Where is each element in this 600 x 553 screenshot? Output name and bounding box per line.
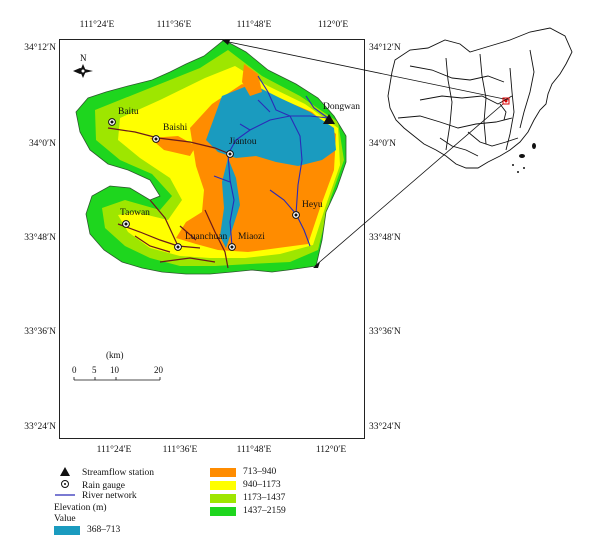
- label-heyu: Heyu: [302, 200, 323, 210]
- streamflow-station-marker: [323, 114, 335, 124]
- north-arrow: [73, 64, 93, 78]
- coord-top-1: 111°24′E: [79, 20, 115, 30]
- river-network: [213, 75, 329, 247]
- legend-class-5-label: 1437–2159: [243, 506, 286, 516]
- china-inset-map: [387, 27, 573, 169]
- coord-top-4: 112°0′E: [317, 20, 349, 30]
- scale-unit: (km): [106, 350, 124, 360]
- map-frame: [59, 39, 365, 439]
- scale-tick-10: 10: [110, 365, 119, 375]
- legend-river-network: River network: [54, 491, 137, 501]
- label-taowan: Taowan: [120, 208, 150, 218]
- inset-islands: [512, 143, 536, 173]
- label-baitu: Baitu: [118, 107, 139, 117]
- legend-class-4-label: 1173–1437: [243, 493, 286, 503]
- coord-right-1: 34°12′N: [369, 43, 401, 53]
- inset-study-area-marker: [502, 97, 510, 105]
- legend-rain-gauge: Rain gauge: [54, 479, 125, 492]
- legend-streamflow-station: Streamflow station: [54, 467, 154, 479]
- north-label: N: [80, 53, 87, 63]
- connector-arrowhead-top: [222, 40, 230, 45]
- rain-gauge-icon: [54, 479, 76, 492]
- coord-left-5: 33°24′N: [24, 422, 56, 432]
- coord-right-3: 33°48′N: [369, 233, 401, 243]
- scale-tick-0: 0: [72, 365, 77, 375]
- legend-elevation-title-text: Elevation (m): [54, 503, 107, 513]
- basin-outline: [75, 39, 347, 275]
- coord-left-1: 34°12′N: [24, 43, 56, 53]
- scale-bar: [73, 377, 161, 381]
- legend-streamflow-label: Streamflow station: [82, 468, 155, 478]
- legend-elevation-title: Elevation (m): [54, 503, 107, 513]
- legend-class-2: 713–940: [210, 467, 276, 477]
- coord-right-5: 33°24′N: [369, 422, 401, 432]
- coord-bottom-4: 112°0′E: [315, 445, 347, 455]
- swatch-class-4: [210, 493, 236, 503]
- legend-value-text: Value: [54, 514, 76, 524]
- legend-class-3-label: 940–1173: [243, 480, 281, 490]
- label-baishi: Baishi: [163, 123, 188, 133]
- label-miaozi: Miaozi: [238, 232, 265, 242]
- inset-connector-lines: [223, 40, 510, 267]
- legend-value-title: Value: [54, 514, 76, 524]
- label-jiantou: Jiantou: [229, 137, 257, 147]
- legend-class-2-label: 713–940: [243, 467, 277, 477]
- swatch-class-5: [210, 506, 236, 516]
- legend-class-5: 1437–2159: [210, 506, 286, 516]
- scale-tick-20: 20: [154, 365, 163, 375]
- tributaries: [107, 127, 231, 269]
- river-line-icon: [54, 491, 76, 501]
- legend-class-1: 368–713: [54, 525, 120, 535]
- rain-gauge-markers: [108, 118, 300, 251]
- scale-tick-5: 5: [92, 365, 97, 375]
- legend-river-label: River network: [82, 491, 137, 501]
- coord-top-3: 111°48′E: [236, 20, 272, 30]
- legend-rain-gauge-label: Rain gauge: [82, 480, 126, 491]
- swatch-class-3: [210, 480, 236, 490]
- swatch-class-2: [210, 467, 236, 477]
- label-luanchuan: Luanchuan: [185, 232, 228, 242]
- swatch-class-1: [54, 525, 80, 535]
- triangle-icon: [54, 467, 76, 479]
- coord-bottom-2: 111°36′E: [162, 445, 198, 455]
- legend-class-3: 940–1173: [210, 480, 281, 490]
- label-dongwan: Dongwan: [323, 102, 360, 112]
- legend-class-1-label: 368–713: [87, 525, 121, 535]
- coord-top-2: 111°36′E: [156, 20, 192, 30]
- coord-bottom-1: 111°24′E: [96, 445, 132, 455]
- connector-arrowhead-bottom: [313, 262, 320, 268]
- coord-right-4: 33°36′N: [369, 327, 401, 337]
- coord-left-4: 33°36′N: [24, 327, 56, 337]
- legend-class-4: 1173–1437: [210, 493, 285, 503]
- coord-left-2: 34°0′N: [29, 139, 56, 149]
- coord-right-2: 34°0′N: [369, 139, 396, 149]
- coord-bottom-3: 111°48′E: [236, 445, 272, 455]
- coord-left-3: 33°48′N: [24, 233, 56, 243]
